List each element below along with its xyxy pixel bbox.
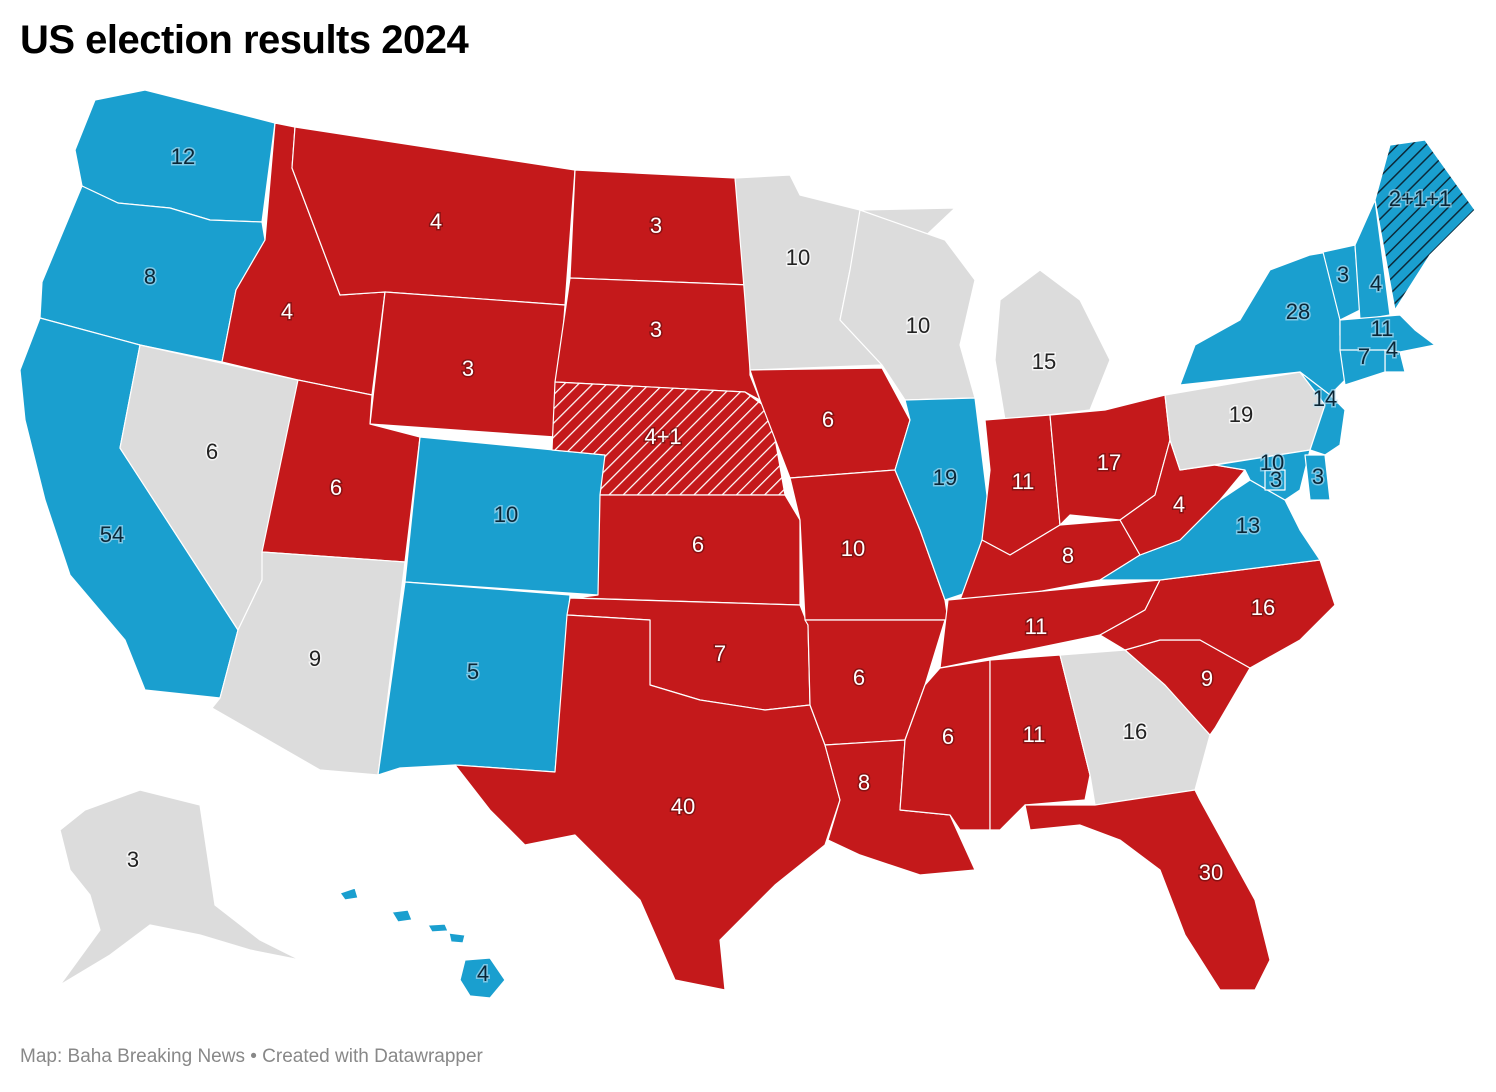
ev-label-arkansas: 6 [853,665,865,690]
state-alaska[interactable] [59,789,301,986]
ev-label-idaho: 4 [281,299,293,324]
ev-label-north-dakota: 3 [650,213,662,238]
ev-label-nevada: 6 [206,439,218,464]
ev-label-louisiana: 8 [858,770,870,795]
ev-label-nebraska: 4+1 [644,424,681,449]
state-new-jersey[interactable] [1299,371,1346,456]
ev-label-tennessee: 11 [1025,614,1048,639]
state-connecticut[interactable] [1339,349,1386,386]
ev-label-minnesota: 10 [786,245,810,270]
state-illinois[interactable] [894,397,991,601]
ev-label-colorado: 10 [494,502,518,527]
state-kansas[interactable] [574,494,801,606]
ev-label-california: 54 [100,522,124,547]
ev-label-district-of-columbia: 3 [1270,467,1282,492]
ev-label-indiana: 11 [1012,469,1035,494]
state-hawaii[interactable] [339,887,506,999]
state-maine[interactable] [1374,139,1476,311]
ev-label-west-virginia: 4 [1173,492,1185,517]
state-florida[interactable] [1024,789,1271,991]
state-texas[interactable] [454,614,841,991]
ev-label-rhode-island: 4 [1386,337,1398,362]
ev-label-delaware: 3 [1312,464,1324,489]
state-delaware[interactable] [1304,454,1331,501]
state-arizona[interactable] [211,551,406,776]
ev-label-washington: 12 [171,144,195,169]
ev-label-missouri: 10 [841,536,865,561]
ev-label-new-jersey: 14 [1313,386,1337,411]
state-michigan[interactable] [994,269,1111,421]
map-title: US election results 2024 [20,18,469,62]
ev-label-pennsylvania: 19 [1229,402,1253,427]
ev-label-kentucky: 8 [1062,543,1074,568]
state-north-carolina[interactable] [1099,559,1336,669]
ev-label-new-mexico: 5 [467,659,479,684]
ev-label-arizona: 9 [309,646,321,671]
ev-label-georgia: 16 [1123,719,1147,744]
ev-label-michigan: 15 [1032,349,1056,374]
ev-label-alabama: 11 [1023,722,1046,747]
ev-label-florida: 30 [1199,860,1223,885]
ev-label-virginia: 13 [1236,513,1260,538]
ev-label-utah: 6 [330,475,342,500]
ev-label-new-york: 28 [1286,299,1310,324]
ev-label-illinois: 19 [933,465,957,490]
ev-label-connecticut: 7 [1358,344,1370,369]
ev-label-north-carolina: 16 [1251,595,1275,620]
ev-label-alaska: 3 [127,847,139,872]
ev-label-wisconsin: 10 [906,313,930,338]
ev-label-south-dakota: 3 [650,317,662,342]
ev-label-texas: 40 [671,794,695,819]
ev-label-wyoming: 3 [462,356,474,381]
ev-label-oklahoma: 7 [714,641,726,666]
ev-label-vermont: 3 [1337,262,1349,287]
ev-label-mississippi: 6 [942,724,954,749]
ev-label-maryland: 10 [1260,450,1284,475]
state-district-of-columbia[interactable] [1264,469,1286,491]
ev-label-kansas: 6 [692,532,704,557]
ev-label-ohio: 17 [1097,450,1121,475]
ev-label-south-carolina: 9 [1201,666,1213,691]
state-new-hampshire[interactable] [1354,199,1391,321]
ev-label-montana: 4 [430,209,442,234]
ev-label-maine: 2+1+1 [1389,186,1451,211]
map-source-credit: Map: Baha Breaking News • Created with D… [20,1046,483,1067]
state-montana[interactable] [291,126,576,306]
ev-label-iowa: 6 [822,407,834,432]
ev-label-massachusetts: 11 [1371,316,1394,341]
ev-label-hawaii: 4 [477,961,489,986]
state-new-york[interactable] [1179,249,1346,396]
ev-label-new-hampshire: 4 [1370,271,1382,296]
ev-label-oregon: 8 [144,264,156,289]
state-maryland[interactable] [1214,449,1311,501]
